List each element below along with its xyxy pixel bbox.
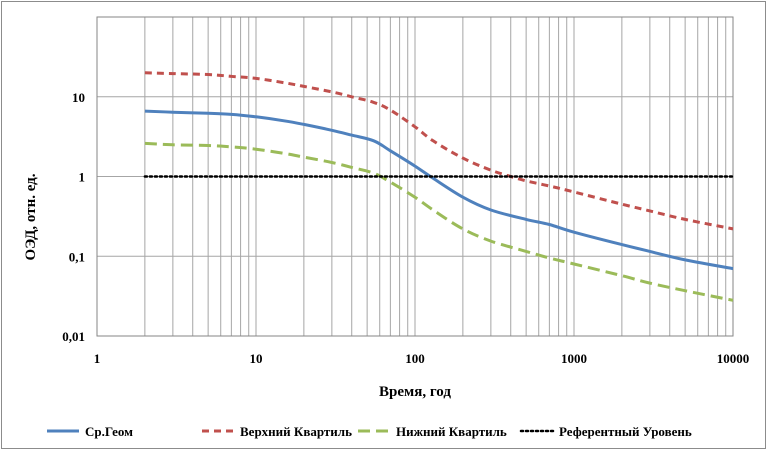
legend-label: Верхний Квартиль [240,424,352,439]
legend-label: Нижний Квартиль [396,424,507,439]
x-tick-label: 100 [405,351,425,366]
x-tick-labels: 1 10 100 1000 10000 [94,351,750,366]
y-tick-label: 10 [72,90,85,105]
x-tick-label: 10 [250,351,263,366]
y-tick-label: 0,1 [69,249,85,264]
x-tick-label: 1000 [561,351,587,366]
y-tick-label: 1 [79,170,86,185]
x-tick-label: 1 [94,351,101,366]
y-tick-label: 0,01 [62,329,85,344]
legend: Ср.Геом Верхний Квартиль Нижний Квартиль Ре… [47,424,692,439]
legend-label: Ср.Геом [85,424,133,439]
legend-label: Референтный Уровень [559,424,692,439]
series-line-3 [144,141,734,302]
series-layer [143,71,735,302]
series-line-1 [144,109,734,271]
x-tick-label: 10000 [717,351,750,366]
y-axis-title: ОЭД, отн. ед. [23,173,39,260]
y-tick-labels: 0,01 0,1 1 10 [62,90,85,344]
x-axis-title: Время, год [379,384,451,400]
series-line-2 [144,71,734,231]
